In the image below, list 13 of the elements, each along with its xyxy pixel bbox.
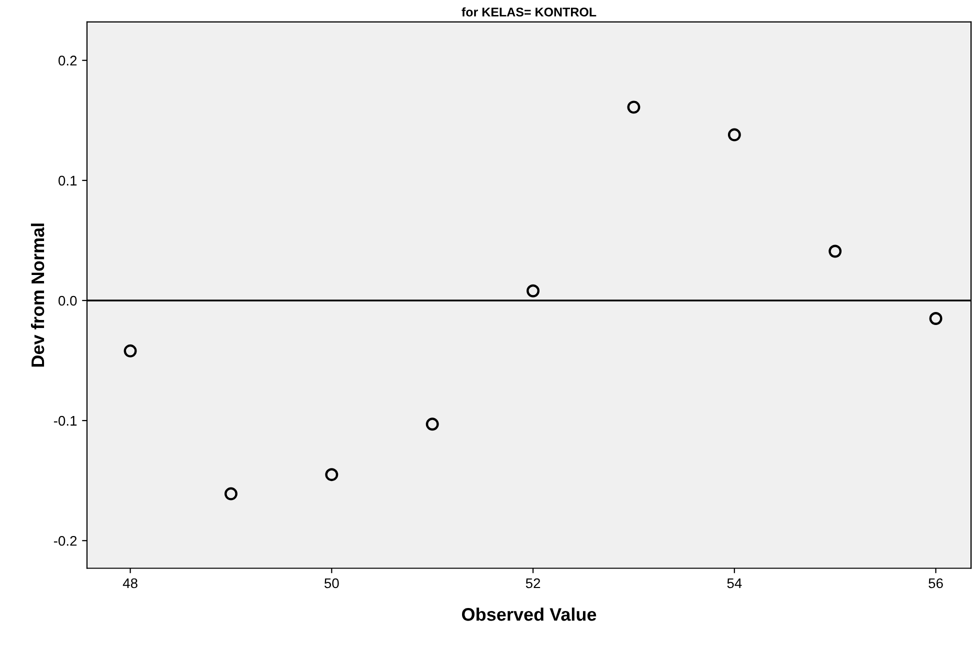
- x-tick-label: 52: [526, 578, 540, 588]
- x-tick-label: 56: [928, 578, 943, 588]
- y-axis-title: Dev from Normal: [30, 224, 44, 367]
- y-tick-label: 0.0: [58, 296, 77, 306]
- x-tick-label: 54: [727, 578, 742, 588]
- x-axis-title: Observed Value: [462, 608, 596, 621]
- x-tick-label: 48: [122, 578, 138, 588]
- y-tick-label: -0.2: [54, 536, 77, 546]
- x-tick-label: 50: [324, 578, 339, 588]
- y-tick-label: 0.1: [58, 176, 77, 186]
- y-tick-label: -0.1: [54, 416, 77, 426]
- y-tick-label: 0.2: [58, 56, 77, 66]
- chart-title: for KELAS= KONTROL: [462, 7, 596, 16]
